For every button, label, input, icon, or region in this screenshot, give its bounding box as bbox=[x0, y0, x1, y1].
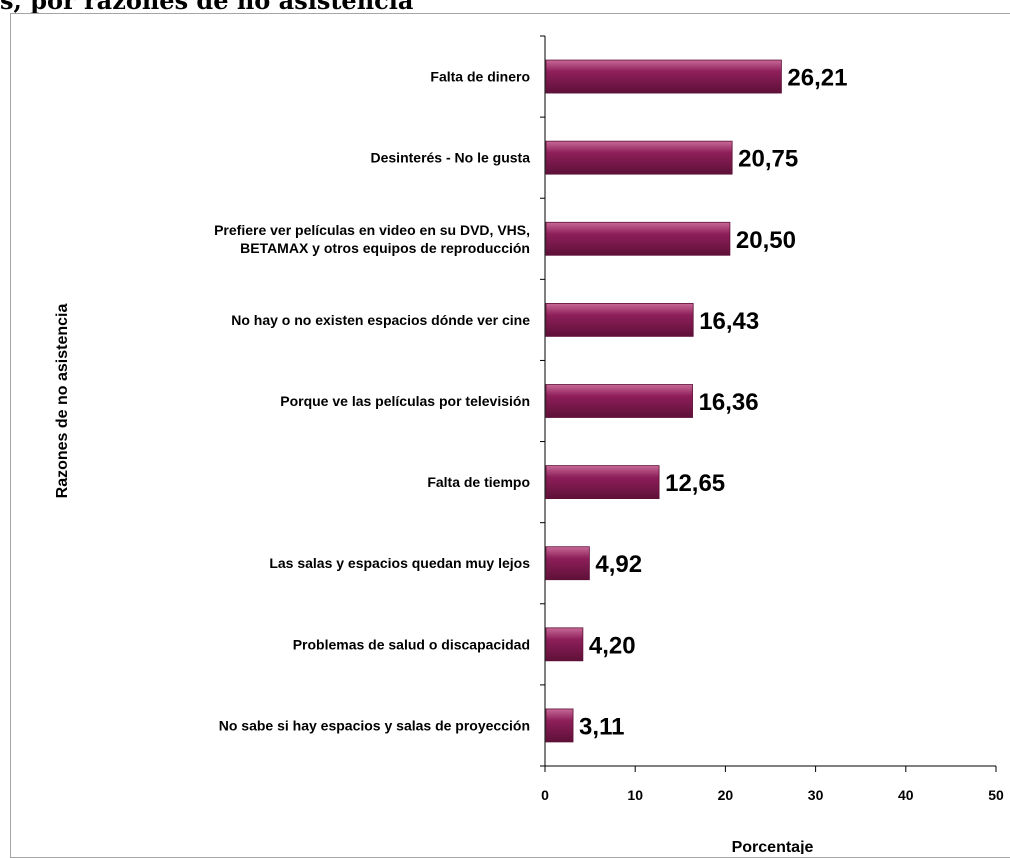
x-tick-label: 40 bbox=[898, 787, 914, 803]
x-tick-label: 10 bbox=[627, 787, 643, 803]
category-label: No hay o no existen espacios dónde ver c… bbox=[231, 312, 530, 328]
bar bbox=[545, 627, 584, 662]
data-label: 4,20 bbox=[589, 632, 636, 659]
bar bbox=[545, 708, 574, 743]
data-label: 4,92 bbox=[595, 551, 642, 578]
page-title: s, por razones de no asistencia bbox=[0, 0, 414, 15]
x-tick-label: 30 bbox=[808, 787, 824, 803]
bar bbox=[545, 546, 590, 581]
category-label: Falta de tiempo bbox=[427, 474, 530, 490]
category-label: Desinterés - No le gusta bbox=[371, 150, 531, 166]
data-label: 20,50 bbox=[736, 227, 796, 254]
x-tick-label: 50 bbox=[988, 787, 1004, 803]
category-label: Las salas y espacios quedan muy lejos bbox=[269, 555, 530, 571]
x-tick-label: 0 bbox=[541, 787, 549, 803]
category-label: Porque ve las películas por televisión bbox=[280, 393, 530, 409]
x-axis-title: Porcentaje bbox=[732, 839, 814, 854]
bar bbox=[545, 140, 733, 175]
bar bbox=[545, 221, 731, 256]
data-label: 20,75 bbox=[738, 146, 798, 173]
bar bbox=[545, 59, 782, 94]
category-label: Prefiere ver películas en video en su DV… bbox=[214, 222, 530, 238]
data-label: 3,11 bbox=[579, 713, 624, 740]
data-label: 12,65 bbox=[665, 470, 725, 497]
data-label: 16,43 bbox=[699, 308, 759, 335]
chart-axes: 0 10 20 30 40 50 Porcentaje Razones de no asist… bbox=[54, 35, 1004, 854]
category-label: Falta de dinero bbox=[430, 69, 530, 85]
chart-bars bbox=[545, 59, 782, 743]
category-label: Problemas de salud o discapacidad bbox=[293, 636, 530, 652]
bar bbox=[545, 384, 693, 418]
category-label: No sabe si hay espacios y salas de proye… bbox=[219, 717, 530, 733]
x-tick-label: 20 bbox=[718, 787, 734, 803]
chart-labels: 26,21 Falta de dinero 20,75 Desinterés - No… bbox=[214, 65, 847, 741]
category-label: BETAMAX y otros equipos de reproducción bbox=[240, 240, 530, 256]
data-label: 16,36 bbox=[699, 389, 759, 416]
bar bbox=[545, 302, 694, 337]
y-axis-title: Razones de no asistencia bbox=[54, 304, 71, 499]
data-label: 26,21 bbox=[787, 65, 847, 92]
bar bbox=[545, 465, 660, 500]
